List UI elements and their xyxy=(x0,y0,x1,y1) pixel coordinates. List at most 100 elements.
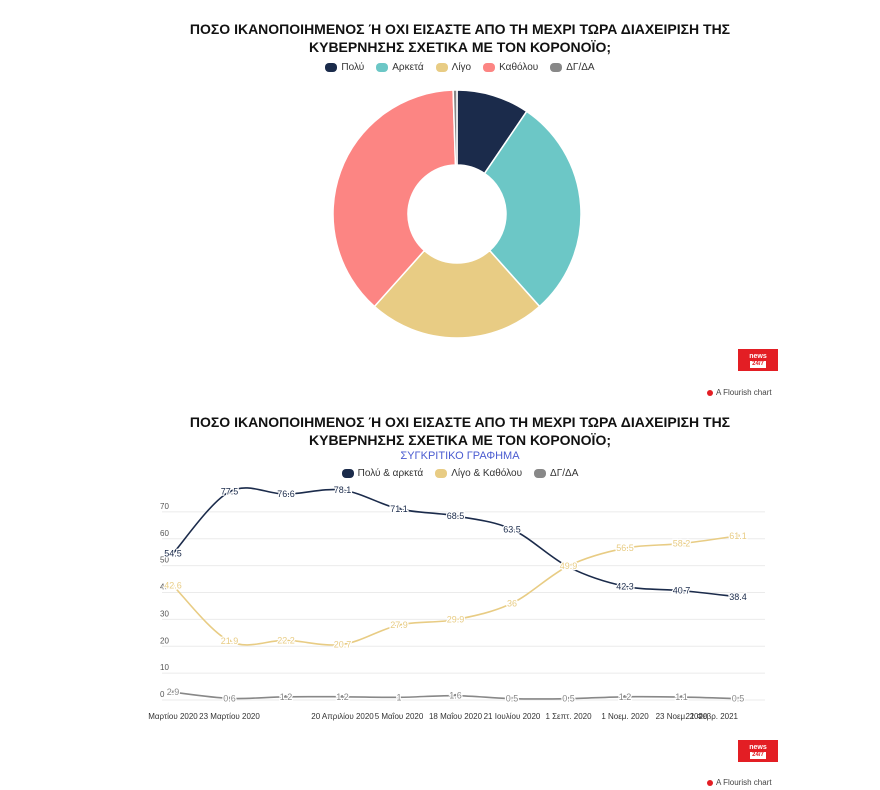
data-point-0-10[interactable] xyxy=(736,595,740,599)
data-label-2-6: 0.5 xyxy=(506,694,519,704)
legend-swatch xyxy=(435,63,448,72)
y-tick-label: 0 xyxy=(160,690,165,699)
donut-chart xyxy=(332,89,582,339)
data-label-1-7: 49.9 xyxy=(560,561,578,571)
flourish-credit-text-2: A Flourish chart xyxy=(716,778,772,787)
data-label-2-10: 0.5 xyxy=(732,694,745,704)
data-point-0-8[interactable] xyxy=(623,584,627,589)
donut-slice-3[interactable] xyxy=(332,89,457,308)
flourish-credit-2[interactable]: A Flourish chart xyxy=(707,778,772,787)
logo-bottom-text: 24/7 xyxy=(750,360,766,368)
line-chart-subtitle: ΣΥΓΚΡΙΤΙΚΟ ΓΡΑΦΗΜΑ xyxy=(400,450,520,462)
data-point-2-0[interactable] xyxy=(171,690,175,695)
data-label-2-0: 2.9 xyxy=(167,687,180,697)
legend-swatch xyxy=(435,469,448,478)
data-label-0-2: 76.6 xyxy=(277,489,295,499)
data-label-1-2: 22.2 xyxy=(277,635,295,645)
data-point-0-5[interactable] xyxy=(453,514,458,518)
flourish-icon xyxy=(707,389,713,396)
legend-item-1[interactable]: Αρκετά xyxy=(376,62,424,73)
line-series-πολύ-αρκετά[interactable] xyxy=(172,487,739,598)
data-label-0-3: 78.1 xyxy=(334,485,352,495)
news247-logo-2[interactable]: news 24/7 xyxy=(738,740,778,762)
legend-item-4[interactable]: ΔΓ/ΔΑ xyxy=(550,62,595,73)
legend-label: ΔΓ/ΔΑ xyxy=(566,62,595,73)
y-tick-label: 40 xyxy=(160,583,169,592)
line-chart-title: ΠΟΣΟ ΙΚΑΝΟΠΟΙΗΜΕΝΟΣ Ή ΟΧΙ ΕΙΣΑΣΤΕ ΑΠΟ ΤΗ… xyxy=(189,414,731,448)
data-point-1-8[interactable] xyxy=(623,546,627,550)
data-point-2-9[interactable] xyxy=(679,695,684,699)
data-label-1-9: 58.2 xyxy=(673,539,691,549)
donut-slice-4[interactable] xyxy=(452,89,458,166)
donut-slice-2[interactable] xyxy=(373,249,541,339)
data-point-2-4[interactable] xyxy=(397,695,401,700)
data-point-2-5[interactable] xyxy=(453,693,458,698)
news247-logo[interactable]: news 24/7 xyxy=(738,349,778,371)
data-point-1-5[interactable] xyxy=(453,617,458,622)
legend-swatch xyxy=(341,469,354,478)
legend-item-0[interactable]: Πολύ & αρκετά xyxy=(341,468,423,479)
legend-item-2[interactable]: Λίγο xyxy=(435,62,471,73)
legend-label: Λίγο & Καθόλου xyxy=(451,468,523,479)
data-label-2-7: 0.5 xyxy=(562,694,575,704)
y-tick-label: 20 xyxy=(160,636,169,645)
data-point-2-1[interactable] xyxy=(227,696,232,701)
data-point-0-4[interactable] xyxy=(397,507,401,511)
legend-label: Πολύ xyxy=(341,62,365,73)
line-legend: Πολύ & αρκετά Λίγο & Καθόλου ΔΓ/ΔΑ xyxy=(150,468,770,479)
data-label-0-5: 68.5 xyxy=(447,511,465,521)
donut-chart-title: ΠΟΣΟ ΙΚΑΝΟΠΟΙΗΜΕΝΟΣ Ή ΟΧΙ ΕΙΣΑΣΤΕ ΑΠΟ ΤΗ… xyxy=(189,21,731,55)
data-point-1-9[interactable] xyxy=(679,541,684,546)
data-label-1-6: 36 xyxy=(507,598,517,608)
data-point-0-1[interactable] xyxy=(227,489,232,494)
x-tick-label: 21 Φεβρ. 2021 xyxy=(686,712,739,721)
data-label-0-9: 40.7 xyxy=(673,586,691,596)
legend-label: Αρκετά xyxy=(392,62,424,73)
x-tick-label: 18 Μαΐου 2020 xyxy=(429,712,483,721)
legend-swatch xyxy=(534,469,547,478)
legend-item-2[interactable]: ΔΓ/ΔΑ xyxy=(534,468,578,479)
data-label-1-5: 29.9 xyxy=(447,615,465,625)
data-point-2-10[interactable] xyxy=(736,696,740,701)
legend-item-1[interactable]: Λίγο & Καθόλου xyxy=(435,468,522,479)
legend-swatch xyxy=(483,63,496,72)
line-series-λίγο-καθόλου[interactable] xyxy=(172,535,739,646)
legend-item-0[interactable]: Πολύ xyxy=(325,62,364,73)
donut-legend: Πολύ Αρκετά Λίγο Καθόλου ΔΓ/ΔΑ xyxy=(150,62,770,73)
data-point-1-0[interactable] xyxy=(171,583,175,588)
y-tick-label: 10 xyxy=(160,663,169,672)
data-label-1-4: 27.9 xyxy=(390,620,408,630)
data-point-0-0[interactable] xyxy=(171,551,175,556)
y-tick-label: 50 xyxy=(160,556,169,565)
logo-bottom-text-2: 24/7 xyxy=(750,751,766,759)
donut-slice-1[interactable] xyxy=(483,110,582,308)
data-label-2-4: 1 xyxy=(396,692,401,702)
data-point-1-1[interactable] xyxy=(227,639,232,643)
data-point-0-9[interactable] xyxy=(679,588,684,593)
data-point-2-3[interactable] xyxy=(340,694,345,699)
data-point-2-2[interactable] xyxy=(284,694,288,699)
data-point-2-8[interactable] xyxy=(623,694,627,699)
legend-item-3[interactable]: Καθόλου xyxy=(483,62,538,73)
data-label-2-5: 1.6 xyxy=(449,691,462,701)
data-point-2-6[interactable] xyxy=(510,696,514,701)
data-point-1-10[interactable] xyxy=(736,533,740,538)
data-label-2-8: 1.2 xyxy=(619,692,632,702)
data-point-0-2[interactable] xyxy=(284,492,288,496)
x-tick-label: 5 Μαΐου 2020 xyxy=(375,712,424,721)
flourish-credit[interactable]: A Flourish chart xyxy=(707,388,772,397)
data-point-1-3[interactable] xyxy=(340,642,345,647)
flourish-credit-text: A Flourish chart xyxy=(716,388,772,397)
data-point-1-2[interactable] xyxy=(284,638,288,643)
data-point-1-4[interactable] xyxy=(397,623,401,627)
data-point-0-6[interactable] xyxy=(510,527,514,532)
data-point-2-7[interactable] xyxy=(566,696,571,701)
x-tick-label: 23 Νοεμ. 2020 xyxy=(656,712,708,721)
data-label-2-1: 0.6 xyxy=(223,693,236,703)
y-tick-label: 30 xyxy=(160,609,169,618)
x-tick-label: 1 Νοεμ. 2020 xyxy=(601,712,649,721)
data-point-1-7[interactable] xyxy=(566,564,571,568)
data-point-1-6[interactable] xyxy=(510,601,514,606)
data-label-0-0: 54.5 xyxy=(164,549,182,559)
data-point-0-3[interactable] xyxy=(340,488,345,492)
